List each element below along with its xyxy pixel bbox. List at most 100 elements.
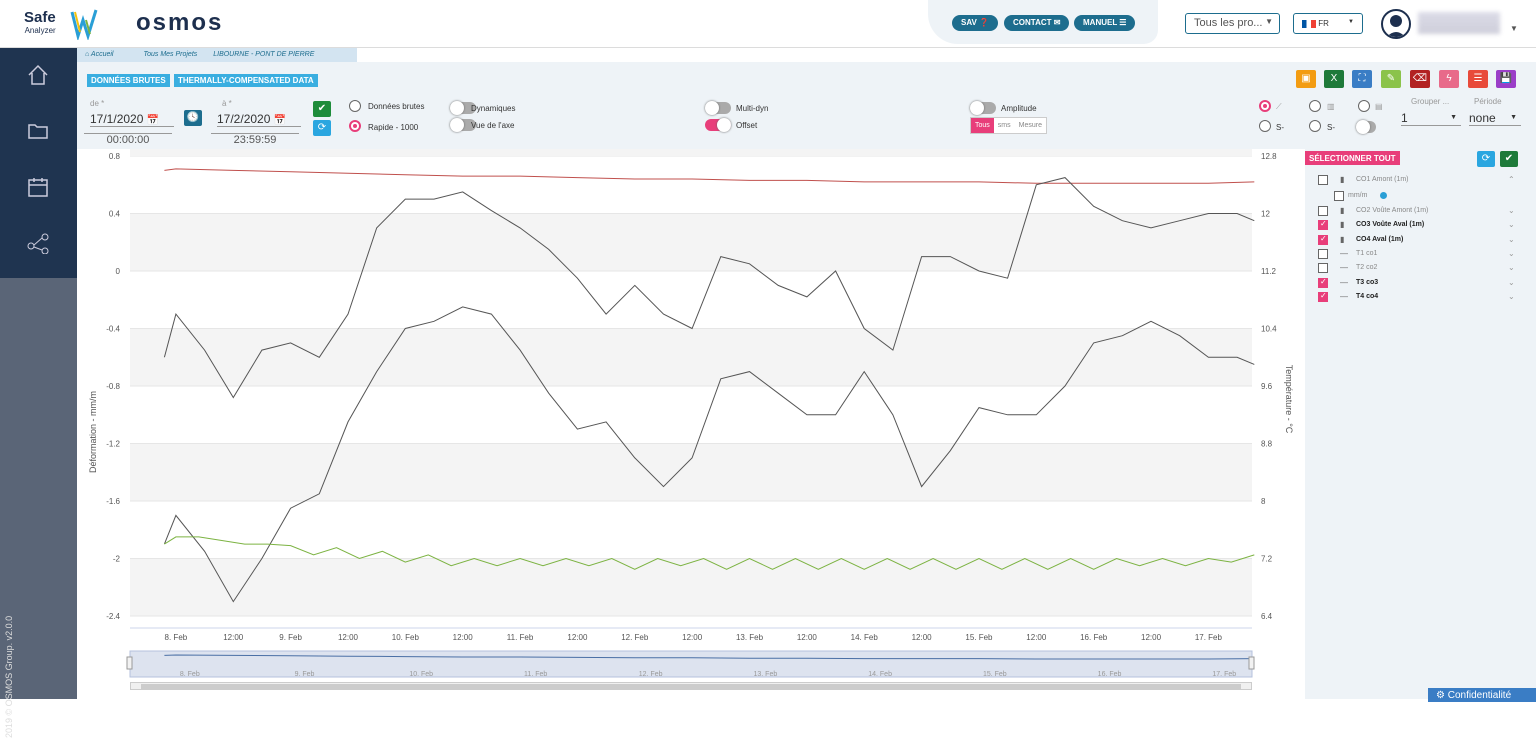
time-to-input[interactable]: 23:59:59 [211,133,299,146]
area-chart-icon: ▤ [1375,102,1383,111]
sensor-checkbox[interactable] [1318,263,1328,273]
save-button[interactable]: 💾 [1496,70,1516,88]
sensor-checkbox[interactable] [1318,249,1328,259]
group-select[interactable]: 1 ▼ [1401,111,1461,126]
user-name[interactable] [1418,12,1500,34]
dynamics-toggle[interactable] [450,101,476,115]
y2-tick-label: 11.2 [1261,267,1277,276]
x-tick-label: 11. Feb [507,633,534,642]
raw-data-radio[interactable] [349,100,361,112]
project-select[interactable]: Tous les pro... ▼ [1185,13,1280,34]
navigator-handle-right[interactable] [1248,656,1255,670]
caret-down-icon: ▼ [1510,114,1517,121]
breadcrumb-home[interactable]: ⌂ Accueil [85,51,114,58]
sensor-refresh-button[interactable]: ⟳ [1477,151,1495,167]
strain-gauge-icon: ▮ [1340,206,1345,215]
apply-check-button[interactable]: ✔ [313,101,331,117]
temperature-probe-icon: — [1340,278,1348,287]
avatar[interactable] [1381,9,1411,39]
s-line-radio[interactable] [1259,120,1271,132]
fast-radio[interactable] [349,120,361,132]
chart-scrollbar[interactable] [130,682,1252,690]
confidentiality-link[interactable]: ⚙ Confidentialité [1428,688,1536,702]
y-tick-label: 0.4 [109,210,121,219]
date-from-input[interactable]: 17/1/2020 📅 [90,112,174,127]
excel-export-button[interactable]: X [1324,70,1344,88]
multidyn-toggle[interactable] [705,101,731,115]
bar-chart-icon: ▥ [1327,102,1335,111]
sensor-checkbox[interactable] [1318,206,1328,216]
chevron-down-icon[interactable]: ⌄ [1508,220,1515,229]
fullscreen-button[interactable]: ⛶ [1352,70,1372,88]
clock-button[interactable]: 🕓 [184,110,202,126]
raw-data-tag[interactable]: DONNÉES BRUTES [87,74,170,87]
calendar-icon[interactable] [27,176,49,198]
x-tick-label: 12:00 [682,633,703,642]
y-tick-label: -0.8 [106,382,120,391]
line-chart-icon: ⟋ [1276,102,1282,111]
message-filter: Tous sms Mesure [970,117,1047,134]
bar-chart-radio[interactable] [1309,100,1321,112]
x-tick-label: 13. Feb [736,633,764,642]
offset-toggle[interactable] [705,118,731,132]
sav-button[interactable]: SAV ❓ [952,15,999,31]
user-menu-chevron-icon[interactable]: ▼ [1510,24,1518,33]
sensor-checkbox[interactable] [1318,291,1328,302]
sensor-checkbox[interactable] [1318,234,1328,245]
flash-button[interactable]: ϟ [1439,70,1459,88]
manuel-button[interactable]: MANUEL ☰ [1074,15,1136,31]
stack-toggle[interactable] [1356,120,1376,134]
filter-measure[interactable]: Mesure [1018,122,1042,129]
refresh-button[interactable]: ⟳ [313,120,331,136]
sensor-checkbox[interactable] [1318,277,1328,288]
navigator-handle-left[interactable] [126,656,133,670]
area-chart-radio[interactable] [1358,100,1370,112]
contact-button[interactable]: CONTACT ✉ [1004,15,1070,31]
caret-down-icon: ▼ [1348,19,1354,25]
sensor-checkbox[interactable] [1334,191,1344,201]
calendar-icon: 📅 [146,115,160,126]
share-nodes-icon[interactable] [27,232,49,254]
series-line-0 [164,168,1255,184]
edit-button[interactable]: ✎ [1381,70,1401,88]
chevron-down-icon[interactable]: ⌄ [1508,292,1515,301]
x-tick-label: 12:00 [797,633,818,642]
scrollbar-thumb[interactable] [141,684,1241,689]
chevron-up-icon[interactable]: ⌃ [1508,175,1515,184]
language-select[interactable]: FR ▼ [1293,13,1363,34]
erase-button[interactable]: ⌫ [1410,70,1430,88]
thermal-data-tag[interactable]: THERMALLY-COMPENSATED DATA [174,74,318,87]
y2-tick-label: 8.8 [1261,440,1273,449]
time-from-input[interactable]: 00:00:00 [84,133,172,146]
deformation-chart[interactable]: 0.8 0.4 0 -0.4 -0.8 -1.2 -1.6 -2 -2.4 12.8 12 11.2… [77,149,1305,699]
filter-sms[interactable]: sms [997,122,1011,129]
select-all-button[interactable]: SÉLECTIONNER TOUT [1305,151,1400,165]
breadcrumb-project[interactable]: LIBOURNE - PONT DE PIERRE [213,51,315,58]
image-export-button[interactable]: ▣ [1296,70,1316,88]
raw-data-radio-label: Données brutes [368,102,425,111]
date-to-input[interactable]: 17/2/2020 📅 [217,112,301,127]
s-line-label: S- [1276,123,1284,132]
list-button[interactable]: ☰ [1468,70,1488,88]
y-axis-label: Déformation - mm/m [88,391,98,473]
breadcrumb-projects[interactable]: Tous Mes Projets [143,51,198,58]
s-bar-radio[interactable] [1309,120,1321,132]
chevron-down-icon[interactable]: ⌄ [1508,278,1515,287]
y2-tick-label: 6.4 [1261,612,1273,621]
chevron-down-icon[interactable]: ⌄ [1508,235,1515,244]
chevron-down-icon[interactable]: ⌄ [1508,206,1515,215]
sensor-checkbox[interactable] [1318,219,1328,230]
filter-all[interactable]: Tous [971,118,994,133]
navigator-tick-label: 8. Feb [180,671,200,678]
folder-icon[interactable] [27,120,49,142]
line-chart-radio[interactable] [1259,100,1271,112]
chevron-down-icon[interactable]: ⌄ [1508,249,1515,258]
sensor-checkbox[interactable] [1318,175,1328,185]
grid-band [130,328,1252,386]
axis-view-toggle[interactable] [450,118,476,132]
chevron-down-icon[interactable]: ⌄ [1508,263,1515,272]
home-icon[interactable] [27,64,49,86]
sensor-apply-button[interactable]: ✔ [1500,151,1518,167]
period-select[interactable]: none ▼ [1469,111,1521,126]
amplitude-toggle[interactable] [970,101,996,115]
